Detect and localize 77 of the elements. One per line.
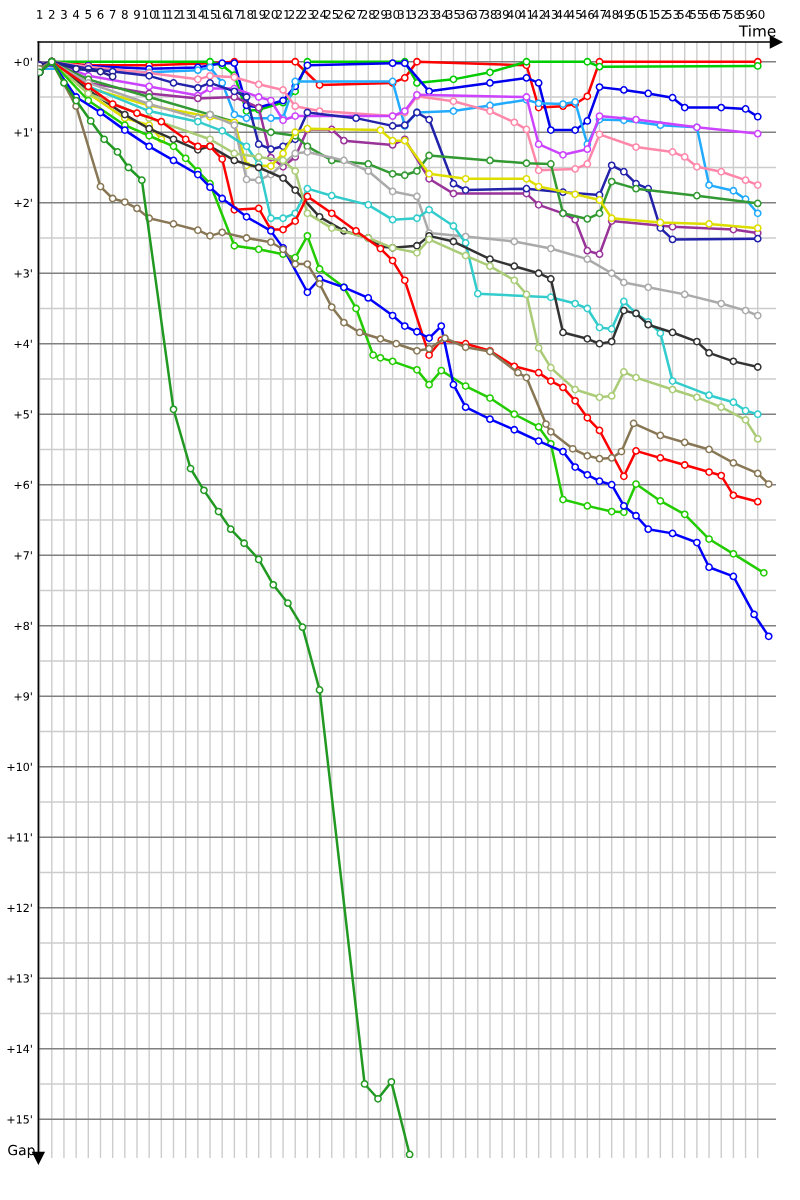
x-tick-label: 3 [61, 9, 67, 19]
y-tick-label: +8' [14, 621, 32, 631]
x-tick-label: 49 [616, 9, 631, 19]
x-tick-label: 8 [121, 9, 128, 19]
x-tick-label: 14 [191, 10, 205, 19]
x-tick-label: 25 [325, 9, 339, 19]
x-tick-label: 18 [240, 9, 254, 19]
x-tick-label: 47 [592, 10, 607, 19]
x-tick-label: 11 [155, 10, 168, 19]
x-tick-label: 24 [312, 9, 327, 19]
x-tick-label: 9 [133, 9, 140, 19]
x-tick-label: 23 [300, 9, 314, 19]
x-tick-label: 59 [738, 9, 753, 19]
x-tick-label: 7 [109, 10, 116, 19]
x-tick-label: 16 [215, 9, 229, 19]
x-tick-label: 50 [629, 9, 643, 19]
x-tick-label: 30 [385, 9, 400, 19]
y-tick-label: +3' [14, 269, 32, 278]
x-tick-label: 21 [276, 9, 290, 19]
x-tick-label: 43 [543, 9, 558, 19]
x-tick-label: 12 [167, 9, 180, 19]
y-tick-label: +15' [7, 1115, 32, 1124]
x-tick-label: 4 [72, 10, 80, 19]
x-tick-label: 54 [678, 10, 692, 19]
x-tick-label: 32 [410, 9, 424, 19]
x-tick-label: 53 [665, 9, 680, 19]
x-tick-label: 2 [48, 9, 55, 19]
y-tick-label: +1' [14, 128, 32, 137]
x-tick-label: 45 [568, 10, 582, 19]
x-tick-label: 52 [653, 9, 667, 19]
x-tick-label: 35 [446, 9, 460, 19]
x-tick-label: 22 [288, 9, 302, 19]
y-tick-label: +10' [7, 762, 32, 772]
x-tick-label: 48 [604, 9, 619, 19]
x-axis-title: Time [738, 24, 776, 37]
x-tick-label: 6 [97, 9, 104, 19]
x-tick-label: 20 [264, 9, 278, 19]
y-tick-label: +11' [7, 833, 32, 842]
x-tick-label: 29 [373, 9, 388, 19]
x-tick-label: 15 [203, 10, 217, 19]
x-tick-label: 40 [507, 9, 522, 19]
x-tick-label: 33 [422, 9, 436, 19]
x-tick-label: 19 [252, 9, 266, 19]
y-tick-label: +5' [14, 410, 32, 419]
x-tick-label: 55 [690, 10, 704, 19]
y-tick-label: +7' [14, 551, 32, 560]
y-tick-label: +14' [7, 1044, 32, 1053]
x-tick-label: 51 [641, 10, 655, 19]
x-tick-label: 42 [531, 9, 545, 19]
y-tick-label: +4' [14, 339, 32, 348]
y-tick-label: +0' [14, 57, 32, 67]
x-tick-label: 10 [142, 9, 156, 19]
x-tick-label: 44 [556, 10, 570, 19]
x-tick-label: 1 [37, 10, 43, 19]
x-tick-label: 28 [361, 9, 375, 19]
y-tick-label: +12' [7, 903, 32, 912]
x-tick-label: 36 [459, 9, 473, 19]
x-tick-label: 27 [349, 9, 363, 19]
x-tick-label: 38 [483, 9, 497, 19]
x-tick-label: 13 [179, 9, 193, 19]
x-tick-label: 56 [702, 9, 716, 19]
x-tick-label: 58 [726, 9, 741, 19]
x-tick-label: 41 [519, 10, 533, 19]
y-tick-label: +9' [14, 692, 32, 701]
x-tick-label: 34 [434, 9, 449, 19]
x-tick-label: 17 [228, 10, 241, 19]
y-tick-label: +2' [14, 198, 32, 207]
x-tick-label: 39 [495, 9, 509, 19]
x-tick-label: 5 [85, 10, 92, 19]
x-tick-label: 46 [580, 9, 595, 19]
x-tick-label: 31 [398, 9, 412, 19]
x-tick-label: 37 [471, 9, 485, 19]
y-tick-label: +13' [7, 974, 32, 983]
y-tick-label: +6' [14, 480, 32, 490]
y-axis-title: Gap [8, 1144, 35, 1158]
x-tick-label: 57 [714, 10, 728, 19]
x-tick-label: 26 [337, 9, 351, 19]
